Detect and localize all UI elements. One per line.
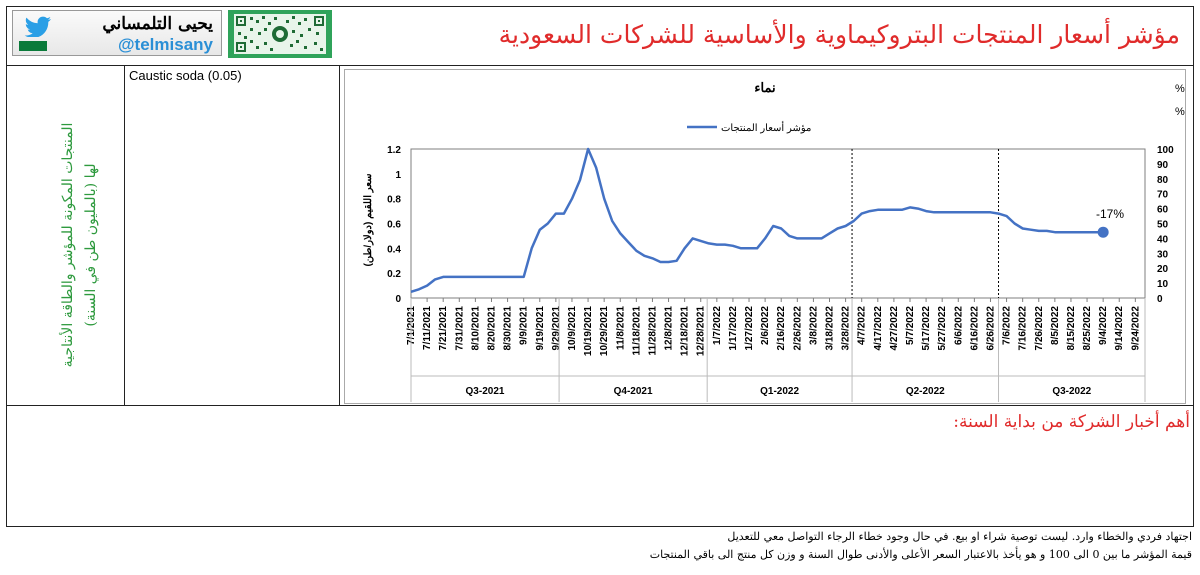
y-tick-label: 0.2 bbox=[387, 269, 401, 280]
x-tick-label: 12/8/2021 bbox=[664, 306, 675, 351]
y2-tick-label: 90 bbox=[1157, 160, 1169, 171]
quarter-label: Q4-2021 bbox=[614, 386, 653, 397]
y-tick-label: 1.2 bbox=[387, 145, 401, 156]
quarter-label: Q2-2022 bbox=[906, 386, 945, 397]
y2-tick-label: 30 bbox=[1157, 249, 1169, 260]
x-tick-label: 10/9/2021 bbox=[567, 306, 578, 351]
x-tick-label: 3/28/2022 bbox=[841, 306, 852, 351]
x-tick-label: 11/8/2021 bbox=[615, 306, 626, 350]
disclaimer: اجتهاد فردي والخطاء وارد. ليست توصية شرا… bbox=[727, 530, 1192, 543]
y-axis-title: سعر اللقيم (دولار/طن) bbox=[363, 174, 374, 267]
qr-code-icon bbox=[228, 10, 332, 58]
x-tick-label: 8/25/2022 bbox=[1082, 306, 1093, 351]
end-point-marker bbox=[1097, 226, 1109, 238]
x-tick-label: 9/14/2022 bbox=[1114, 306, 1125, 351]
x-tick-label: 9/4/2022 bbox=[1098, 306, 1109, 345]
x-tick-label: 5/27/2022 bbox=[937, 306, 948, 351]
quarter-label: Q3-2021 bbox=[466, 386, 505, 397]
x-tick-label: 8/10/2021 bbox=[470, 306, 481, 351]
y2-tick-label: 60 bbox=[1157, 205, 1169, 216]
twitter-bird-icon bbox=[24, 16, 51, 37]
qr-pattern bbox=[234, 14, 326, 54]
quarter-label: Q3-2022 bbox=[1052, 386, 1091, 397]
y-tick-label: 0 bbox=[395, 294, 401, 305]
divider bbox=[339, 66, 340, 406]
x-tick-label: 10/29/2021 bbox=[599, 306, 610, 356]
x-tick-label: 3/18/2022 bbox=[825, 306, 836, 351]
y-tick-label: 0.8 bbox=[387, 195, 401, 206]
divider bbox=[124, 66, 125, 406]
y2-tick-label: 40 bbox=[1157, 234, 1169, 245]
x-tick-label: 7/26/2022 bbox=[1034, 306, 1045, 351]
x-tick-label: 8/20/2021 bbox=[487, 306, 498, 351]
x-tick-label: 6/26/2022 bbox=[986, 306, 997, 351]
page-title: مؤشر أسعار المنتجات البتروكيماوية والأسا… bbox=[498, 20, 1180, 49]
x-tick-label: 2/6/2022 bbox=[760, 306, 771, 345]
y-tick-label: 1 bbox=[395, 170, 401, 181]
x-tick-label: 8/5/2022 bbox=[1050, 306, 1061, 345]
legend-label: مؤشر أسعار المنتجات bbox=[721, 121, 811, 134]
x-tick-label: 1/27/2022 bbox=[744, 306, 755, 351]
y2-tick-label: 80 bbox=[1157, 175, 1169, 186]
x-tick-label: 1/7/2022 bbox=[712, 306, 723, 345]
brand-card[interactable]: يحيى التلمساني @telmisany bbox=[12, 10, 222, 56]
x-tick-label: 10/19/2021 bbox=[583, 306, 594, 356]
x-tick-label: 1/17/2022 bbox=[728, 306, 739, 351]
x-tick-label: 4/27/2022 bbox=[889, 306, 900, 351]
header: يحيى التلمساني @telmisany مؤشر أسعار الم… bbox=[6, 6, 1194, 66]
x-tick-label: 3/8/2022 bbox=[808, 306, 819, 345]
x-tick-label: 7/11/2021 bbox=[422, 306, 433, 350]
x-tick-label: 2/26/2022 bbox=[792, 306, 803, 351]
x-tick-label: 11/18/2021 bbox=[631, 306, 642, 356]
x-tick-label: 6/16/2022 bbox=[969, 306, 980, 351]
x-tick-label: 9/24/2022 bbox=[1130, 306, 1141, 351]
divider bbox=[6, 405, 1194, 406]
saudi-flag-icon bbox=[19, 41, 47, 51]
x-tick-label: 5/7/2022 bbox=[905, 306, 916, 345]
x-tick-label: 11/28/2021 bbox=[647, 306, 658, 356]
x-tick-label: 12/18/2021 bbox=[680, 306, 691, 356]
y2-tick-label: 10 bbox=[1157, 279, 1169, 290]
x-tick-label: 7/31/2021 bbox=[454, 306, 465, 351]
brand-name: يحيى التلمساني bbox=[102, 14, 213, 34]
series-line bbox=[410, 147, 1104, 293]
y2-tick-label: 50 bbox=[1157, 220, 1169, 231]
x-tick-label: 7/21/2021 bbox=[438, 306, 449, 351]
product-label: Caustic soda (0.05) bbox=[129, 68, 242, 83]
brand-handle[interactable]: @telmisany bbox=[117, 35, 213, 54]
x-tick-label: 8/15/2022 bbox=[1066, 306, 1077, 351]
x-tick-label: 4/17/2022 bbox=[873, 306, 884, 351]
y-tick-label: 0.4 bbox=[387, 244, 401, 255]
y2-tick-label: 70 bbox=[1157, 190, 1169, 201]
y2-tick-label: 100 bbox=[1157, 145, 1174, 156]
sidebar-caption: المنتجات المكونة للمؤشر والطاقة الأنتاجي… bbox=[60, 122, 99, 368]
x-tick-label: 4/7/2022 bbox=[857, 306, 868, 345]
x-tick-label: 9/19/2021 bbox=[535, 306, 546, 351]
chart-title: نماء bbox=[754, 80, 775, 95]
stat-qoq: التغيير عن الربع السابق -17% bbox=[1175, 83, 1185, 95]
quarter-label: Q1-2022 bbox=[760, 386, 799, 397]
end-annotation: -17% bbox=[1096, 207, 1124, 221]
x-tick-label: 7/6/2022 bbox=[1002, 306, 1013, 345]
x-tick-label: 2/16/2022 bbox=[776, 306, 787, 351]
x-tick-label: 8/30/2021 bbox=[503, 306, 514, 351]
x-tick-label: 6/6/2022 bbox=[953, 306, 964, 345]
plot-area bbox=[410, 148, 1146, 299]
y2-tick-label: 0 bbox=[1157, 294, 1163, 305]
y2-tick-label: 20 bbox=[1157, 264, 1169, 275]
price-index-chart: نماء التغيير عن الربع السابق -17% التغير… bbox=[363, 80, 1200, 402]
stat-yoy: التغير عن الربع المماثل +182% bbox=[1175, 106, 1185, 118]
report-frame bbox=[6, 6, 1194, 527]
x-tick-label: 7/16/2022 bbox=[1018, 306, 1029, 351]
index-note: قيمة المؤشر ما بين 0 الى 100 و هو يأخذ ب… bbox=[649, 548, 1192, 561]
x-tick-label: 12/28/2021 bbox=[696, 306, 707, 356]
y-tick-label: 0.6 bbox=[387, 220, 401, 231]
x-tick-label: 9/29/2021 bbox=[551, 306, 562, 351]
news-section-title: أهم أخبار الشركة من بداية السنة: bbox=[953, 412, 1190, 432]
x-tick-label: 9/9/2021 bbox=[519, 306, 530, 345]
x-tick-label: 5/17/2022 bbox=[921, 306, 932, 351]
chart-panel: نماء التغيير عن الربع السابق -17% التغير… bbox=[344, 69, 1200, 404]
